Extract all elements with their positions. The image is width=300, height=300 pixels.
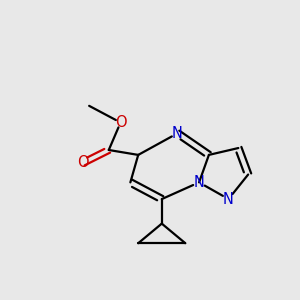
Text: N: N	[194, 175, 205, 190]
Text: O: O	[115, 115, 126, 130]
Text: N: N	[172, 126, 183, 141]
Text: O: O	[77, 155, 89, 170]
Text: N: N	[223, 192, 234, 207]
